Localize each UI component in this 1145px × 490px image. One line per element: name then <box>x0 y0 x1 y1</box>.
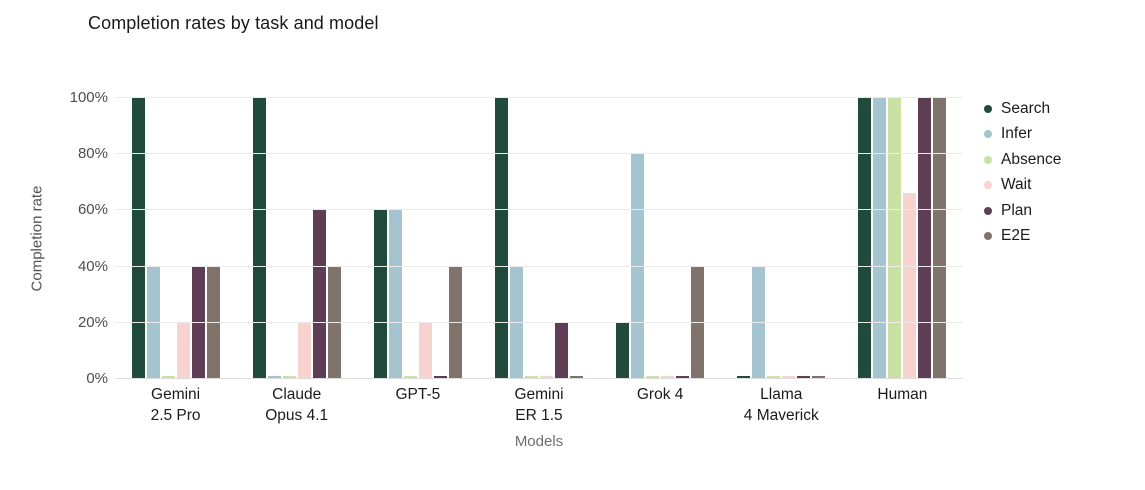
bar-group <box>600 97 721 378</box>
x-tick-label-line: Gemini <box>151 386 201 403</box>
gridline <box>115 209 963 211</box>
legend: Search Infer Absence Wait Plan E2E <box>984 96 1061 249</box>
x-tick-label-line: GPT-5 <box>395 386 441 403</box>
legend-dot-icon <box>984 181 992 190</box>
bar-search <box>737 376 751 378</box>
legend-item: Infer <box>984 122 1061 148</box>
legend-label: E2E <box>1001 227 1031 245</box>
bar-infer <box>873 97 887 378</box>
x-tick-label-line: Grok 4 <box>636 386 684 403</box>
bar-plan <box>312 209 326 378</box>
y-axis-title: Completion rate <box>28 185 46 292</box>
bar-groups <box>115 97 963 378</box>
bar-e2e <box>933 97 947 378</box>
x-tick-label-line: Claude <box>272 386 322 403</box>
legend-dot-icon <box>984 206 992 215</box>
x-tick-label-line: Opus 4.1 <box>265 407 329 424</box>
x-tick-label-line: 2.5 Pro <box>150 407 201 424</box>
bar-wait <box>418 321 432 378</box>
legend-dot-icon <box>984 104 992 113</box>
x-axis-title: Models <box>514 433 564 450</box>
legend-label: Plan <box>1001 201 1033 219</box>
bar-search <box>373 209 387 378</box>
bar-plan <box>433 376 447 378</box>
legend-dot-icon <box>984 232 992 241</box>
x-tick-label: Gemini 2.5 Pro <box>115 384 236 426</box>
x-tick-label-line: ER 1.5 <box>515 407 563 424</box>
y-tick-label: 60% <box>77 201 108 219</box>
x-axis-labels: Gemini 2.5 Pro Claude Opus 4.1 GPT-5 Gemini ER… <box>115 384 963 426</box>
legend-item: Search <box>984 96 1061 122</box>
bar-absence <box>767 376 781 378</box>
y-tick-label: 100% <box>69 89 108 106</box>
legend-dot-icon <box>984 155 992 164</box>
legend-dot-icon <box>984 130 992 139</box>
bar-plan <box>676 376 690 378</box>
bar-group <box>478 97 599 378</box>
x-tick-label: Gemini ER 1.5 <box>478 384 599 426</box>
bar-search <box>252 97 266 378</box>
bar-absence <box>161 376 175 378</box>
bar-absence <box>282 376 296 378</box>
bar-group <box>236 97 357 378</box>
chart-title: Completion rates by task and model <box>88 13 379 33</box>
bar-infer <box>267 376 281 378</box>
x-tick-label-line: Gemini <box>514 386 564 403</box>
x-tick-label: Human <box>842 384 963 426</box>
x-tick-label: Llama 4 Maverick <box>721 384 842 426</box>
gridline <box>115 97 963 98</box>
x-tick-label: Grok 4 <box>600 384 721 426</box>
y-tick-label: 40% <box>77 257 108 275</box>
bar-absence <box>403 376 417 378</box>
x-tick-label-line: Llama <box>760 386 803 403</box>
legend-label: Search <box>1001 99 1051 117</box>
legend-item: E2E <box>984 224 1061 250</box>
bar-search <box>494 97 508 378</box>
bar-search <box>616 321 630 378</box>
y-tick-label: 80% <box>77 145 108 163</box>
gridline <box>115 265 963 267</box>
bar-e2e <box>569 376 583 378</box>
bar-absence <box>646 376 660 378</box>
x-tick-label: GPT-5 <box>357 384 478 426</box>
bar-wait <box>782 376 796 378</box>
bar-group <box>357 97 478 378</box>
bar-wait <box>539 376 553 378</box>
bar-wait <box>176 321 190 378</box>
x-tick-label-line: Human <box>877 386 928 403</box>
bar-infer <box>388 209 402 378</box>
bar-absence <box>524 376 538 378</box>
gridline <box>115 321 963 323</box>
bar-wait <box>903 192 917 378</box>
legend-label: Infer <box>1001 125 1033 143</box>
y-tick-label: 0% <box>86 370 108 387</box>
bar-absence <box>888 97 902 378</box>
bar-search <box>131 97 145 378</box>
bar-plan <box>918 97 932 378</box>
bar-search <box>858 97 872 378</box>
x-tick-label: Claude Opus 4.1 <box>236 384 357 426</box>
x-tick-label-line: 4 Maverick <box>743 407 819 424</box>
bar-wait <box>297 321 311 378</box>
legend-item: Wait <box>984 173 1061 199</box>
bar-wait <box>661 376 675 378</box>
y-tick-label: 20% <box>77 313 108 331</box>
bar-e2e <box>812 376 826 378</box>
plot-area <box>115 97 963 379</box>
bar-group <box>721 97 842 378</box>
gridline <box>115 153 963 155</box>
legend-item: Plan <box>984 198 1061 224</box>
bar-plan <box>797 376 811 378</box>
gridline <box>115 378 963 379</box>
legend-label: Absence <box>1001 150 1062 168</box>
bar-group <box>842 97 963 378</box>
bar-plan <box>554 321 568 378</box>
legend-label: Wait <box>1001 176 1032 194</box>
bar-group <box>115 97 236 378</box>
legend-item: Absence <box>984 147 1061 173</box>
